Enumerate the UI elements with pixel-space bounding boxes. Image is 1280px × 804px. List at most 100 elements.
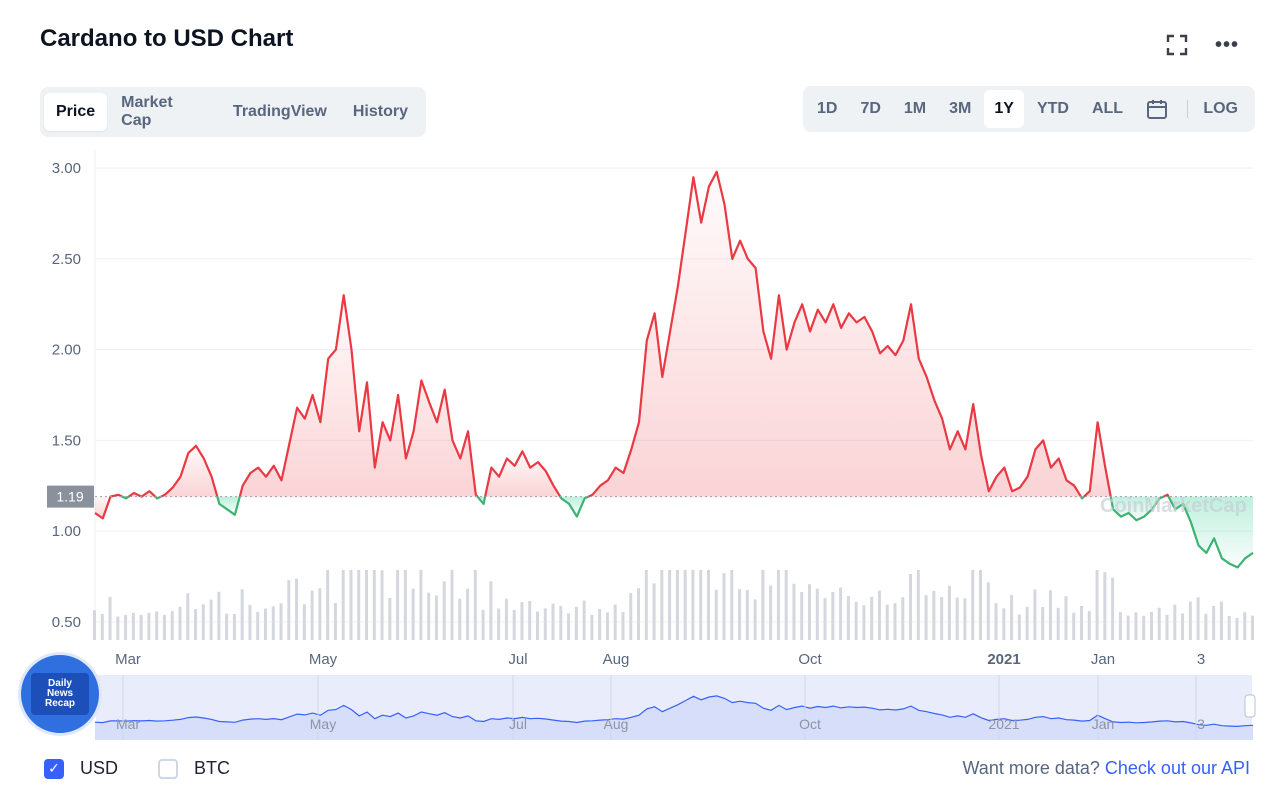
calendar-icon[interactable] [1136, 90, 1178, 128]
price-line-down [160, 444, 219, 498]
volume-bar [940, 597, 944, 640]
range-ytd[interactable]: YTD [1036, 100, 1069, 117]
volume-bar [287, 580, 291, 640]
volume-bar [924, 595, 928, 640]
range-selector: 1D 7D 1M 3M 1Y YTD ALL LOG [803, 86, 1255, 132]
volume-bar [310, 590, 314, 640]
volume-bar [675, 570, 679, 640]
volume-bar [1196, 597, 1200, 640]
range-1d[interactable]: 1D [817, 100, 838, 117]
price-line-up [1079, 495, 1085, 500]
volume-bar [1118, 612, 1122, 640]
expand-icon-glyph [1166, 34, 1188, 56]
usd-label: USD [80, 758, 119, 778]
volume-bar [823, 598, 827, 640]
tab-tradingview[interactable]: TradingView [232, 103, 327, 120]
volume-bar [481, 609, 485, 640]
volume-bar [574, 606, 578, 640]
y-tick-label: 1.50 [52, 432, 81, 449]
volume-bar [691, 570, 695, 640]
chart-title: Cardano to USD Chart [40, 25, 294, 52]
price-line-down [1163, 493, 1170, 498]
current-price-label: 1.19 [56, 489, 83, 505]
volume-bar [1204, 613, 1208, 640]
volume-bar [512, 609, 516, 640]
volume-bar [520, 602, 524, 640]
volume-bar [722, 573, 726, 640]
volume-bar [916, 570, 920, 640]
y-tick-label: 2.00 [52, 342, 81, 359]
range-1m[interactable]: 1M [903, 100, 927, 117]
volume-bar [668, 570, 672, 640]
volume-bar [1017, 614, 1021, 640]
volume-bar [808, 584, 812, 640]
volume-bar [1219, 601, 1223, 640]
volume-bar [263, 608, 267, 640]
btc-toggle[interactable]: BTC [158, 758, 230, 779]
navigator-handle[interactable] [1244, 694, 1256, 718]
volume-bar [295, 578, 299, 640]
more-icon[interactable]: ••• [1214, 33, 1239, 56]
area-down [1084, 422, 1111, 497]
price-line-up [216, 496, 241, 516]
volume-bar [947, 585, 951, 640]
volume-bar [901, 597, 905, 640]
tab-market-cap[interactable]: Market Cap [121, 94, 173, 129]
y-tick-label: 3.00 [52, 160, 81, 177]
log-toggle[interactable]: LOG [1203, 100, 1238, 117]
usd-checkbox[interactable]: ✓ [44, 758, 64, 779]
usd-toggle[interactable]: ✓ USD [44, 758, 118, 779]
volume-bar [543, 608, 547, 640]
volume-bar [909, 574, 913, 640]
volume-bar [800, 592, 804, 640]
volume-bar [147, 612, 151, 640]
volume-bar [225, 613, 229, 640]
range-7d[interactable]: 7D [860, 100, 881, 117]
volume-bar [854, 601, 858, 640]
range-1y[interactable]: 1Y [984, 90, 1024, 128]
volume-bar [333, 603, 337, 640]
volume-bar [738, 589, 742, 640]
logo-badge: Daily News Recap [31, 673, 89, 715]
volume-bar [473, 570, 477, 640]
tab-history[interactable]: History [352, 103, 408, 120]
price-line-down [484, 450, 562, 498]
volume-bar [1048, 590, 1052, 640]
api-link[interactable]: Check out our API [1104, 758, 1250, 778]
api-cta: Want more data? Check out our API [962, 758, 1250, 779]
range-all[interactable]: ALL [1091, 100, 1124, 117]
volume-bar [1095, 570, 1099, 640]
btc-checkbox[interactable] [158, 758, 178, 779]
volume-bar [994, 603, 998, 640]
navigator-area [95, 695, 1253, 740]
volume-bar [613, 604, 617, 640]
volume-bar [1227, 616, 1231, 640]
volume-bar [792, 583, 796, 640]
volume-bar [396, 570, 400, 640]
x-tick-label: 3 [1197, 651, 1205, 668]
x-tick-label: Oct [798, 651, 822, 668]
range-3m[interactable]: 3M [949, 100, 972, 117]
volume-bar [1126, 615, 1130, 640]
volume-bar [769, 585, 773, 640]
logo-line-1: Daily [48, 678, 72, 689]
volume-bar [1173, 604, 1177, 640]
volume-bar [1072, 612, 1076, 640]
volume-bar [170, 610, 174, 640]
expand-icon[interactable] [1164, 32, 1190, 58]
volume-bar [1010, 594, 1014, 640]
x-tick-label: May [309, 651, 338, 668]
volume-bar [1064, 596, 1068, 640]
volume-bar [365, 570, 369, 640]
watermark-text: CoinMarketCap [1100, 495, 1247, 517]
volume-bar [1041, 607, 1045, 640]
area-up [217, 496, 240, 515]
tab-price[interactable]: Price [44, 93, 108, 131]
volume-bar [652, 583, 656, 640]
navigator-tick-label: Oct [799, 716, 821, 732]
volume-bar [1149, 611, 1153, 640]
volume-bar [326, 570, 330, 640]
volume-bar [271, 606, 275, 640]
volume-bar [232, 613, 236, 640]
volume-bar [403, 570, 407, 640]
